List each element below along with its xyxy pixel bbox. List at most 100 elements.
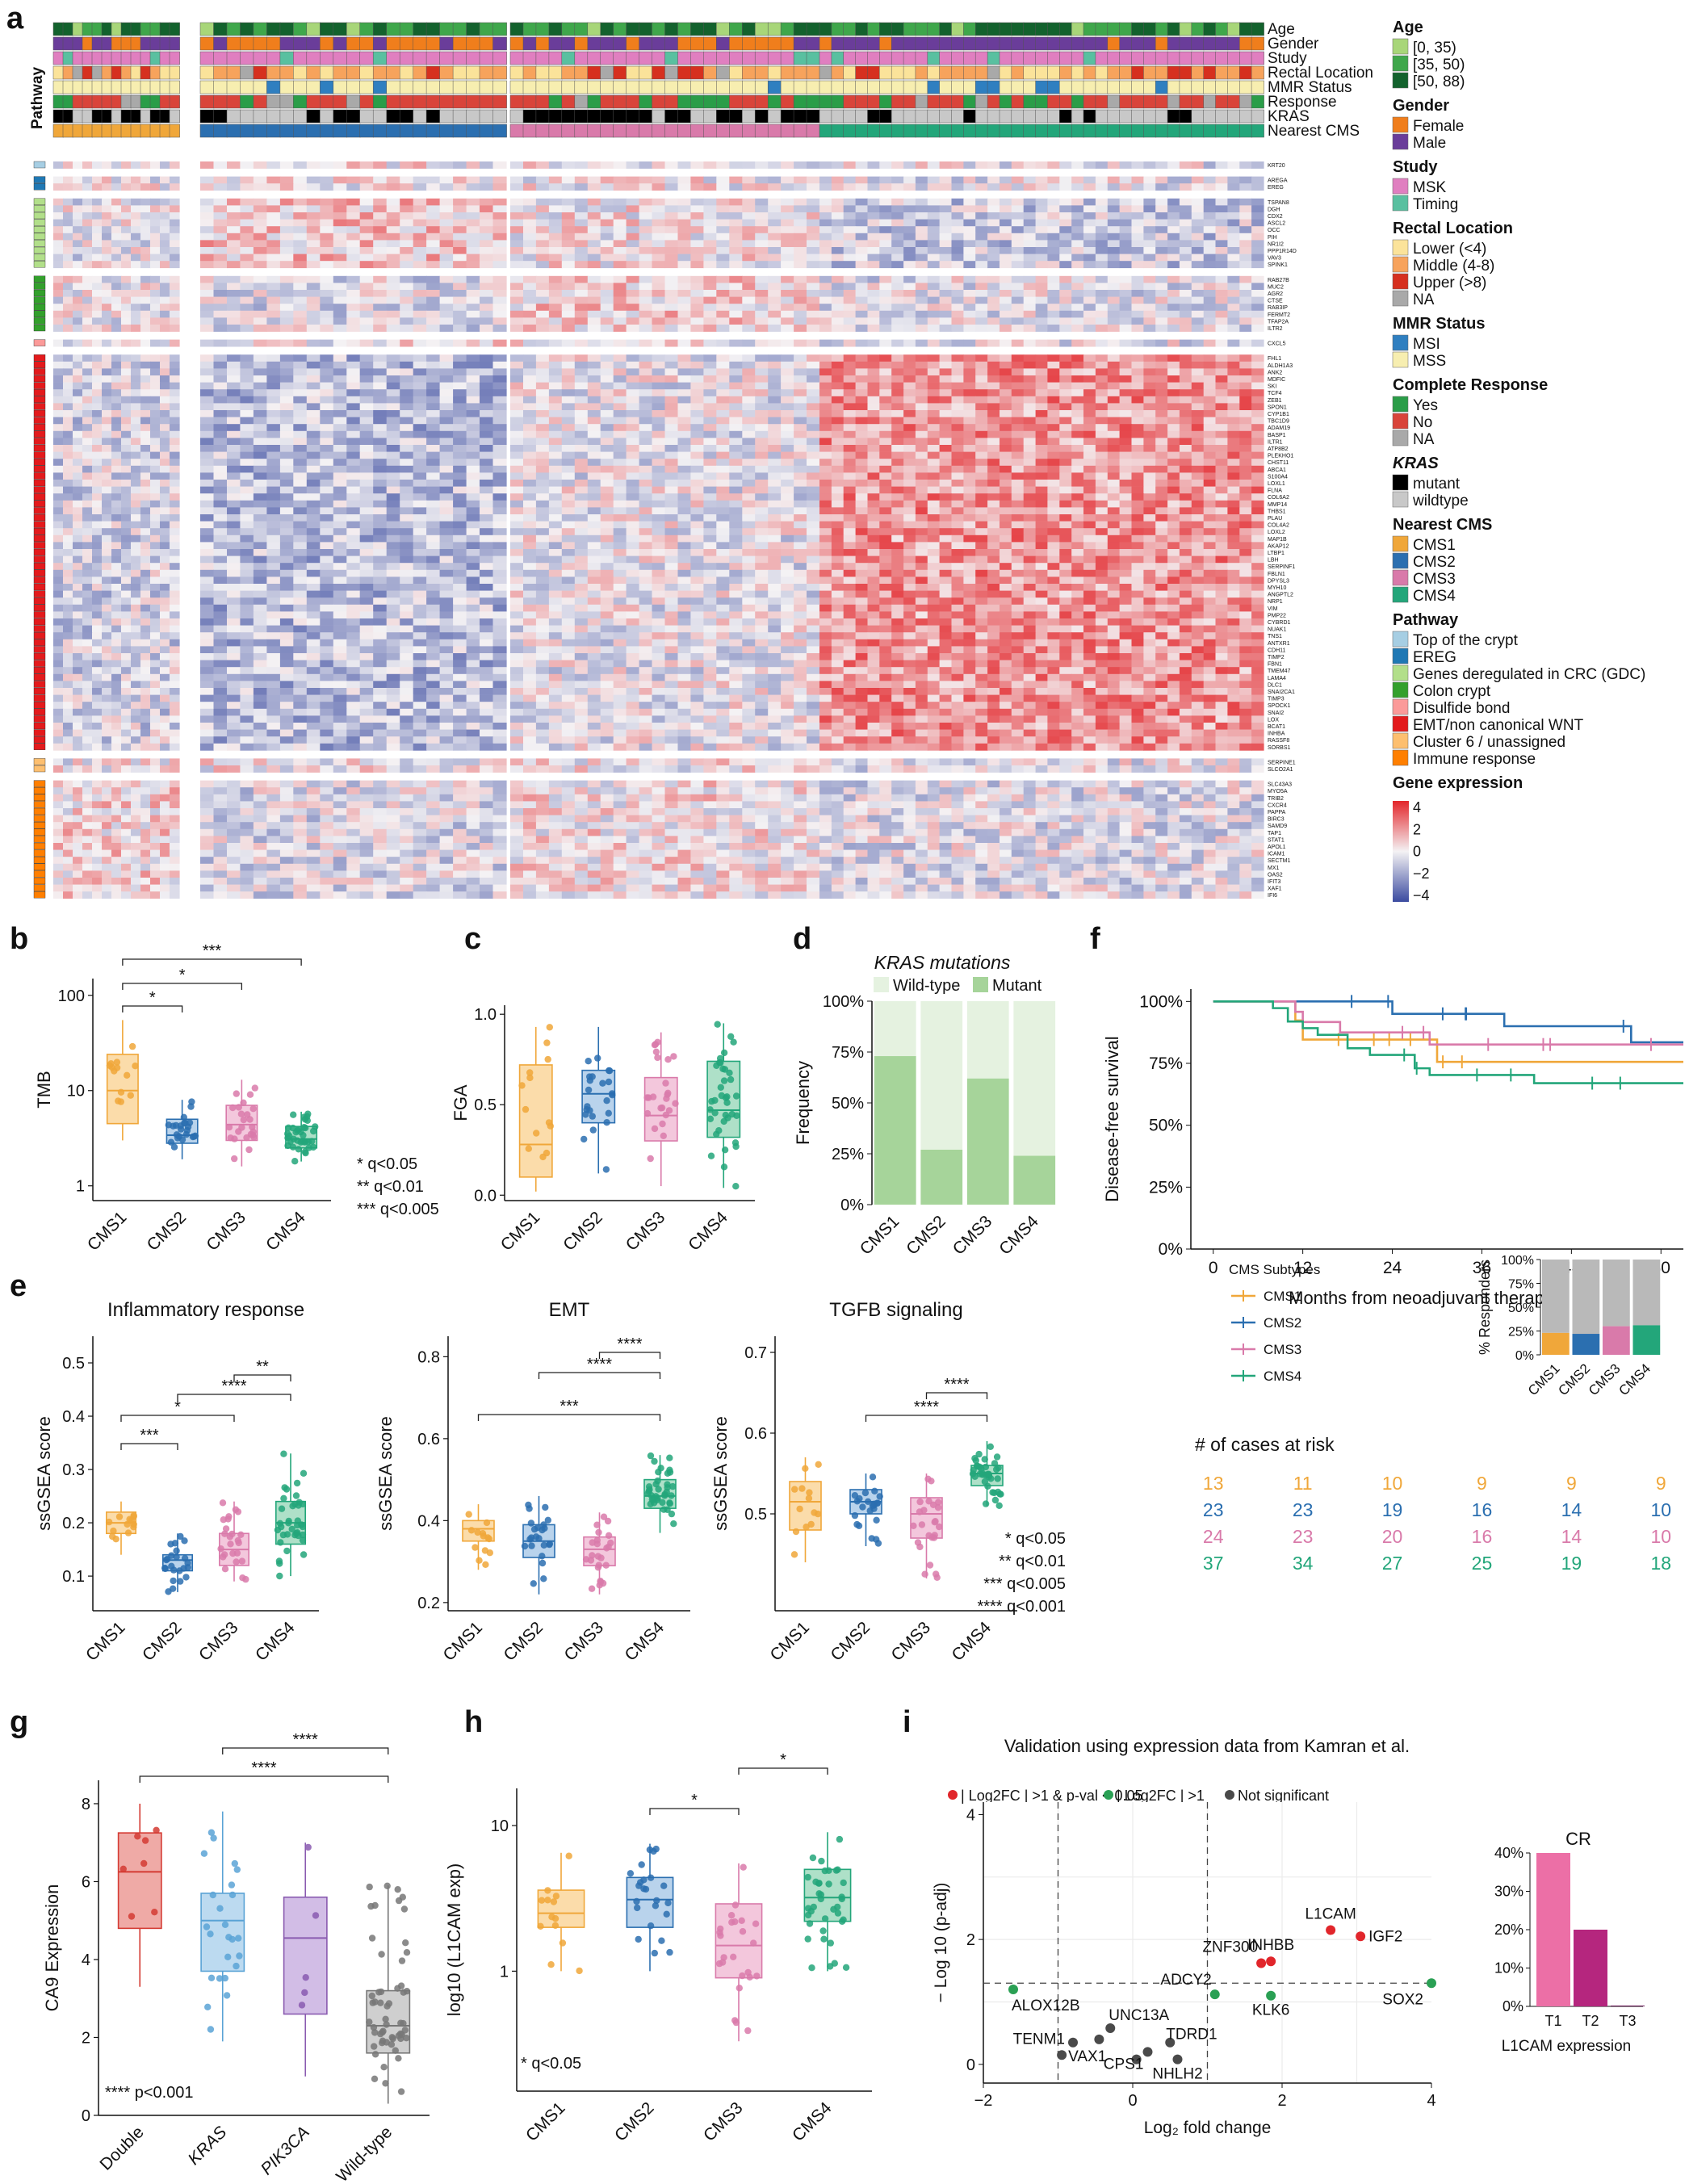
annotation-cell	[819, 36, 832, 51]
heatmap-cell	[400, 493, 414, 501]
heatmap-cell	[1047, 354, 1060, 363]
heatmap-cell	[1000, 410, 1012, 417]
heatmap-cell	[1035, 459, 1049, 467]
heatmap-cell	[253, 480, 267, 487]
heatmap-cell	[320, 368, 334, 376]
heatmap-cell	[1095, 261, 1109, 269]
annotation-cell	[587, 51, 601, 65]
heatmap-cell	[951, 480, 964, 487]
heatmap-cell	[755, 382, 769, 390]
heatmap-cell	[413, 410, 427, 417]
annotation-cell	[1083, 65, 1096, 80]
heatmap-cell	[939, 183, 953, 191]
heatmap-cell	[439, 296, 454, 304]
heatmap-cell	[373, 283, 388, 291]
heatmap-cell	[561, 430, 576, 438]
annotation-cell	[452, 51, 467, 65]
heatmap-cell	[466, 451, 480, 459]
heatmap-cell	[664, 233, 679, 241]
annotation-cell	[346, 80, 361, 94]
annotation-cell	[1119, 80, 1133, 94]
heatmap-cell	[150, 430, 161, 438]
heatmap-cell	[781, 226, 794, 234]
annotation-cell	[879, 109, 893, 124]
heatmap-cell	[359, 254, 374, 262]
annotation-cell	[111, 51, 122, 65]
heatmap-cell	[453, 459, 467, 467]
annotation-cell	[574, 36, 589, 51]
heatmap-cell	[690, 459, 704, 467]
heatmap-cell	[359, 472, 374, 480]
heatmap-cell	[903, 339, 916, 347]
heatmap-cell	[1083, 240, 1096, 248]
heatmap-cell	[439, 290, 454, 297]
heatmap-cell	[613, 438, 627, 446]
heatmap-cell	[891, 205, 904, 213]
heatmap-cell	[492, 183, 507, 191]
heatmap-cell	[1167, 368, 1180, 376]
heatmap-cell	[1191, 445, 1205, 452]
heatmap-cell	[480, 486, 494, 494]
heatmap-cell	[1059, 176, 1072, 184]
pathway-cell	[33, 212, 46, 220]
heatmap-cell	[1047, 212, 1060, 220]
heatmap-cell	[987, 339, 1000, 347]
heatmap-cell	[690, 161, 704, 169]
heatmap-cell	[1035, 396, 1049, 404]
heatmap-cell	[1251, 240, 1264, 248]
heatmap-cell	[333, 176, 347, 184]
heatmap-cell	[768, 361, 782, 369]
annotation-cell	[927, 36, 941, 51]
heatmap-cell	[439, 410, 454, 417]
heatmap-cell	[1155, 389, 1168, 397]
heatmap-cell	[626, 205, 640, 213]
heatmap-cell	[1035, 240, 1049, 248]
heatmap-cell	[400, 445, 414, 452]
heatmap-cell	[82, 403, 93, 411]
heatmap-cell	[587, 480, 601, 487]
heatmap-cell	[613, 382, 627, 390]
heatmap-cell	[716, 424, 730, 432]
heatmap-cell	[111, 389, 122, 397]
annotation-cell	[1203, 36, 1217, 51]
heatmap-cell	[320, 325, 334, 332]
heatmap-cell	[987, 325, 1000, 332]
heatmap-cell	[915, 233, 928, 241]
heatmap-cell	[160, 493, 170, 501]
heatmap-cell	[1000, 389, 1012, 397]
annotation-cell	[819, 22, 832, 36]
heatmap-cell	[1227, 275, 1240, 283]
heatmap-cell	[1083, 290, 1096, 297]
heatmap-cell	[879, 354, 892, 363]
heatmap-cell	[939, 459, 953, 467]
heatmap-cell	[1215, 480, 1228, 487]
heatmap-cell	[1107, 161, 1121, 169]
heatmap-cell	[855, 226, 869, 234]
heatmap-cell	[150, 275, 161, 283]
annotation-cell	[306, 109, 321, 124]
heatmap-cell	[279, 198, 294, 206]
heatmap-cell	[755, 304, 769, 312]
heatmap-cell	[548, 389, 563, 397]
heatmap-cell	[1083, 261, 1096, 269]
heatmap-cell	[987, 430, 1000, 438]
heatmap-cell	[510, 205, 524, 213]
heatmap-cell	[426, 304, 441, 312]
annotation-cell	[561, 65, 576, 80]
heatmap-cell	[574, 205, 589, 213]
heatmap-cell	[480, 417, 494, 425]
heatmap-cell	[240, 389, 254, 397]
heatmap-cell	[92, 212, 103, 220]
heatmap-cell	[63, 361, 73, 369]
heatmap-cell	[1203, 226, 1217, 234]
heatmap-cell	[1251, 310, 1264, 318]
heatmap-cell	[63, 382, 73, 390]
heatmap-cell	[111, 275, 122, 283]
heatmap-cell	[1155, 296, 1168, 304]
heatmap-cell	[523, 283, 537, 291]
annotation-cell	[626, 109, 640, 124]
heatmap-cell	[346, 424, 361, 432]
annotation-cell	[1059, 22, 1073, 36]
heatmap-cell	[1239, 438, 1252, 446]
annotation-cell	[891, 65, 904, 80]
